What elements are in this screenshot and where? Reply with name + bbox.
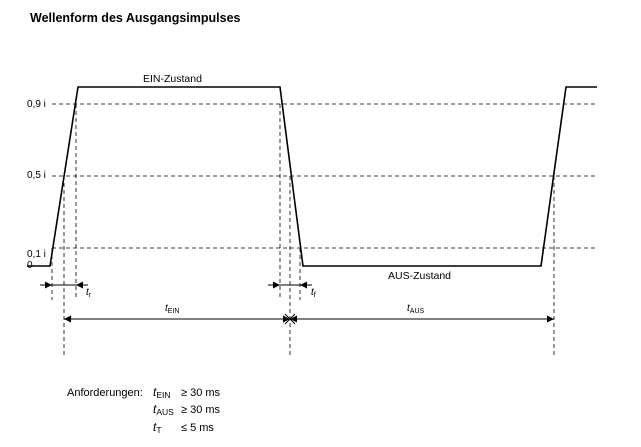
- state-label-on: EIN-Zustand: [143, 73, 202, 85]
- requirements-label: Anforderungen:: [67, 387, 143, 399]
- level-label-low: 0,1 i: [27, 249, 46, 260]
- fall-time-label: tf: [311, 287, 316, 299]
- rise-time-label: tr: [86, 287, 92, 299]
- off-time-label: tAUS: [407, 303, 425, 315]
- output-pulse-waveform: [27, 86, 597, 267]
- state-label-off: AUS-Zustand: [388, 270, 451, 282]
- requirement-value-off: ≥ 30 ms: [181, 404, 221, 416]
- requirement-value-on: ≥ 30 ms: [181, 387, 221, 399]
- diagram-title: Wellenform des Ausgangsimpulses: [30, 11, 241, 25]
- requirement-symbol-on: tEIN: [153, 385, 171, 400]
- level-label-high: 0,9 i: [27, 99, 46, 110]
- on-time-label: tEIN: [165, 303, 179, 315]
- requirement-symbol-off: tAUS: [153, 402, 174, 417]
- requirement-symbol-transition: tT: [153, 420, 162, 435]
- requirement-value-transition: ≤ 5 ms: [181, 422, 214, 434]
- level-label-mid: 0,5 i: [27, 170, 46, 181]
- cross-mark-b: [284, 313, 296, 325]
